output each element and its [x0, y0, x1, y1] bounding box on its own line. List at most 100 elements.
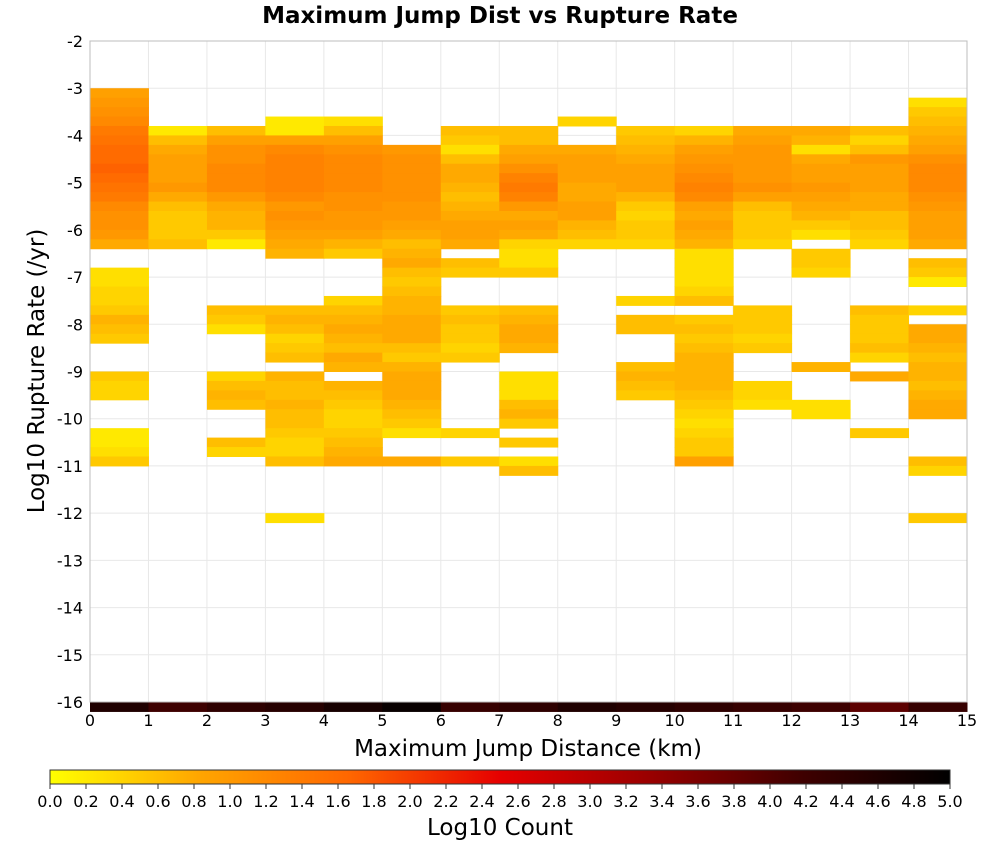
- heatmap-cell: [382, 371, 442, 382]
- heatmap-cell: [382, 192, 442, 203]
- heatmap-cell: [265, 513, 325, 524]
- heatmap-cell: [323, 399, 383, 410]
- heatmap-cell: [90, 371, 149, 382]
- plot-area: [89, 40, 968, 703]
- colorbar-tick-label: 5.0: [937, 792, 962, 811]
- heatmap-cell: [674, 409, 734, 420]
- heatmap-cell: [90, 116, 149, 127]
- heatmap-cell: [323, 702, 383, 712]
- heatmap-cell: [206, 210, 266, 221]
- colorbar-tick-label: 0.2: [73, 792, 98, 811]
- heatmap-cell: [382, 702, 442, 712]
- heatmap-cell: [90, 88, 149, 99]
- heatmap-cell: [674, 135, 734, 146]
- heatmap-cell: [440, 333, 500, 344]
- heatmap-cell: [148, 239, 208, 250]
- heatmap-cell: [90, 125, 149, 136]
- heatmap-cell: [791, 163, 851, 174]
- heatmap-cell: [499, 390, 559, 401]
- heatmap-cell: [674, 286, 734, 297]
- heatmap-cell: [616, 324, 676, 335]
- heatmap-cell: [382, 380, 442, 391]
- heatmap-cell: [908, 154, 968, 165]
- heatmap-cell: [850, 333, 910, 344]
- heatmap-cell: [908, 352, 968, 363]
- heatmap-cell: [791, 229, 851, 240]
- heatmap-cell: [674, 154, 734, 165]
- heatmap-cell: [674, 239, 734, 250]
- y-tick-label: -9: [67, 363, 83, 382]
- heatmap-cell: [850, 352, 910, 363]
- heatmap-cell: [265, 192, 325, 203]
- colorbar-tick-label: 1.8: [361, 792, 386, 811]
- heatmap-cell: [206, 399, 266, 410]
- heatmap-cell: [733, 380, 793, 391]
- colorbar: [49, 769, 951, 785]
- heatmap-cell: [382, 201, 442, 212]
- heatmap-cell: [382, 333, 442, 344]
- heatmap-cell: [791, 220, 851, 231]
- heatmap-cell: [791, 210, 851, 221]
- y-tick-label: -6: [67, 221, 83, 240]
- x-tick-label: 14: [898, 711, 918, 730]
- heatmap-cell: [90, 135, 149, 146]
- heatmap-cell: [908, 182, 968, 193]
- heatmap-cell: [265, 229, 325, 240]
- heatmap-cell: [440, 182, 500, 193]
- colorbar-tick-label: 0.0: [37, 792, 62, 811]
- heatmap-cell: [206, 135, 266, 146]
- heatmap-cell: [733, 220, 793, 231]
- heatmap-cell: [908, 107, 968, 118]
- heatmap-cell: [323, 418, 383, 429]
- heatmap-cell: [908, 277, 968, 288]
- heatmap-cell: [323, 456, 383, 467]
- heatmap-cell: [674, 333, 734, 344]
- heatmap-cell: [557, 182, 617, 193]
- colorbar-tick-label: 2.0: [397, 792, 422, 811]
- heatmap-cell: [382, 305, 442, 316]
- heatmap-cell: [382, 343, 442, 354]
- heatmap-cell: [908, 229, 968, 240]
- heatmap-cell: [616, 390, 676, 401]
- heatmap-cell: [148, 173, 208, 184]
- heatmap-cell: [616, 229, 676, 240]
- heatmap-cell: [323, 428, 383, 439]
- heatmap-cell: [206, 229, 266, 240]
- heatmap-cell: [674, 258, 734, 269]
- heatmap-cell: [733, 229, 793, 240]
- heatmap-cell: [674, 456, 734, 467]
- heatmap-cell: [148, 201, 208, 212]
- heatmap-cell: [674, 182, 734, 193]
- heatmap-cell: [850, 154, 910, 165]
- heatmap-cell: [323, 201, 383, 212]
- heatmap-cell: [850, 371, 910, 382]
- colorbar-tick-label: 4.6: [865, 792, 890, 811]
- heatmap-cell: [791, 702, 851, 712]
- heatmap-cell: [382, 248, 442, 259]
- heatmap-cell: [674, 380, 734, 391]
- heatmap-cell: [850, 135, 910, 146]
- heatmap-cell: [382, 173, 442, 184]
- heatmap-cell: [674, 210, 734, 221]
- heatmap-cell: [908, 362, 968, 372]
- heatmap-cell: [733, 210, 793, 221]
- heatmap-cell: [733, 239, 793, 250]
- heatmap-cell: [206, 324, 266, 335]
- y-tick-label: -8: [67, 315, 83, 334]
- heatmap-cell: [908, 702, 968, 712]
- heatmap-cell: [674, 248, 734, 259]
- x-tick-label: 15: [957, 711, 977, 730]
- heatmap-cell: [733, 154, 793, 165]
- heatmap-cell: [850, 163, 910, 174]
- heatmap-cell: [265, 437, 325, 448]
- heatmap-cell: [90, 267, 149, 278]
- heatmap-cell: [90, 390, 149, 401]
- heatmap-cell: [323, 362, 383, 372]
- heatmap-cell: [382, 362, 442, 372]
- heatmap-cell: [265, 248, 325, 259]
- heatmap-cell: [382, 428, 442, 439]
- heatmap-cell: [440, 314, 500, 325]
- heatmap-cell: [148, 182, 208, 193]
- heatmap-cell: [733, 192, 793, 203]
- heatmap-cell: [440, 456, 500, 467]
